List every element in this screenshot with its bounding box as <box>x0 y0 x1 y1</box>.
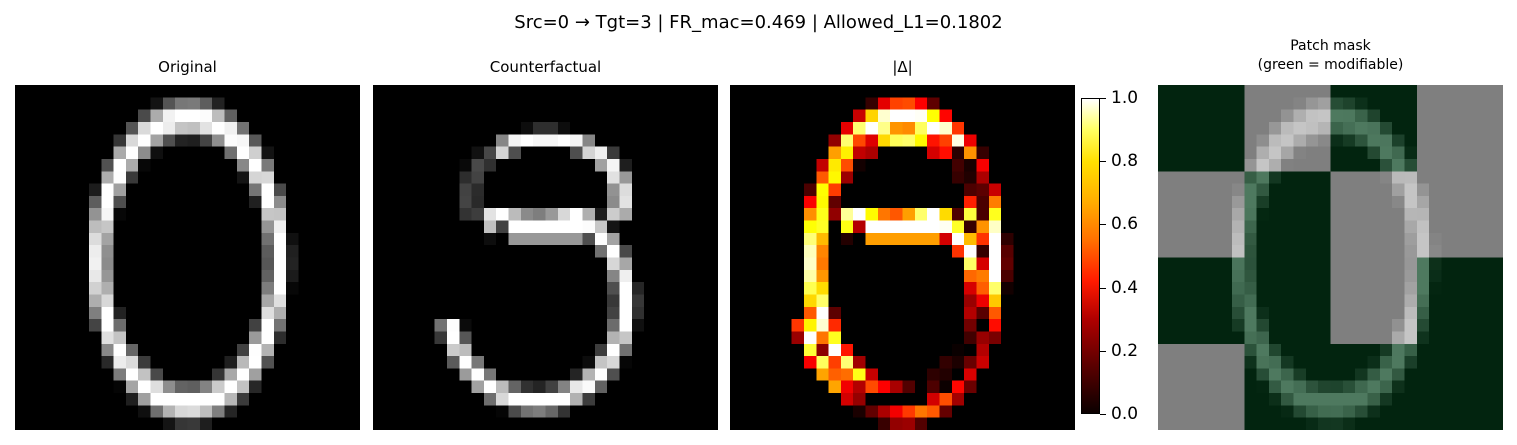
original-title: Original <box>158 58 217 76</box>
colorbar-tick <box>1100 350 1106 352</box>
patch-mask-image <box>1158 85 1503 430</box>
original-image <box>15 85 360 430</box>
colorbar-tick-label: 0.8 <box>1111 151 1139 172</box>
delta-heatmap <box>730 85 1075 430</box>
colorbar-tick <box>1100 224 1106 226</box>
colorbar-tick-label: 0.2 <box>1111 340 1139 361</box>
mask-title: Patch mask (green = modifiable) <box>1257 38 1404 73</box>
colorbar-tick <box>1100 414 1106 415</box>
counterfactual-title: Counterfactual <box>489 58 602 76</box>
colorbar-tick-label: 0.0 <box>1111 404 1139 424</box>
colorbar-tick-label: 0.4 <box>1111 277 1139 298</box>
colorbar-tick <box>1100 161 1106 163</box>
figure-title: Src=0 → Tgt=3 | FR_mac=0.469 | Allowed_L… <box>514 12 1003 33</box>
colorbar-tick <box>1100 98 1106 99</box>
colorbar-tick-label: 1.0 <box>1111 88 1139 108</box>
delta-title: |Δ| <box>892 58 913 76</box>
colorbar-tick-label: 0.6 <box>1111 214 1139 235</box>
colorbar <box>1081 98 1100 414</box>
counterfactual-image <box>373 85 718 430</box>
colorbar-tick <box>1100 287 1106 289</box>
